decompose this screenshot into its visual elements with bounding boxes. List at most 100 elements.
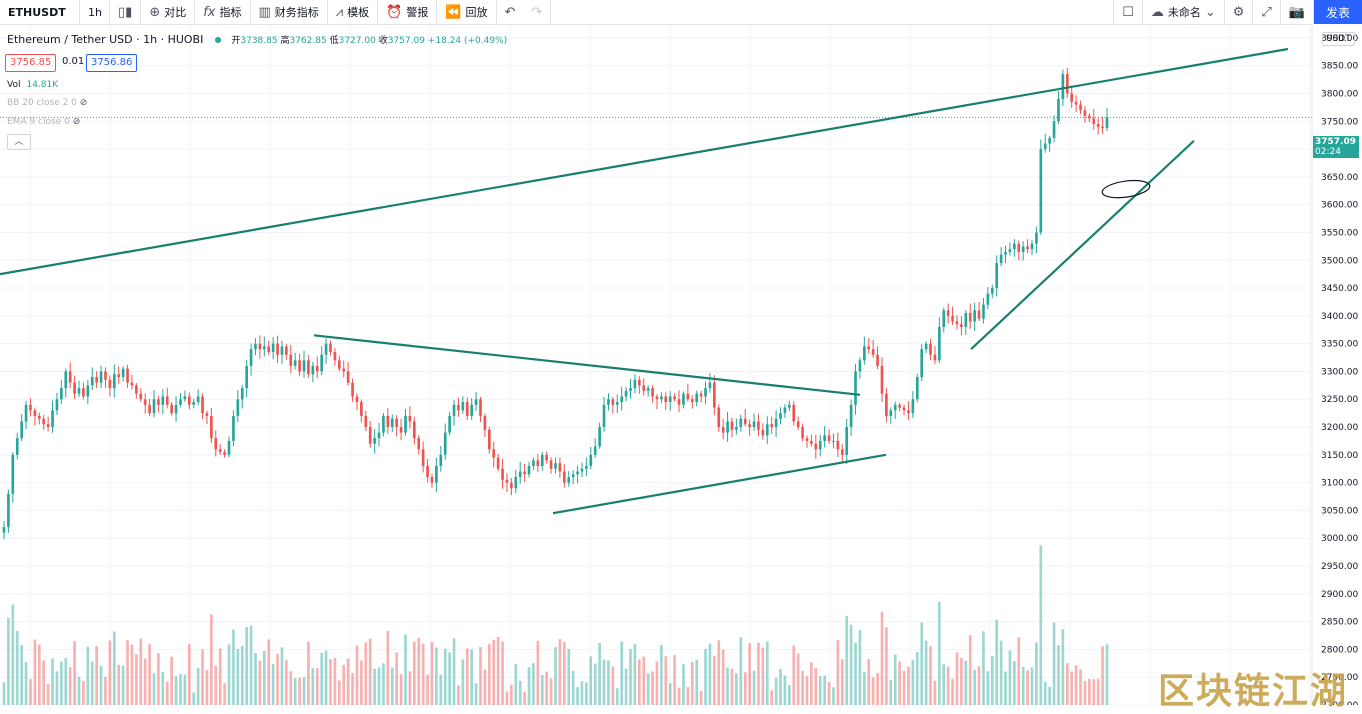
volume-bar: [258, 660, 262, 705]
undo-button[interactable]: ↶: [497, 0, 524, 24]
eye-off-icon[interactable]: ⊘: [72, 117, 81, 127]
volume-bar: [977, 666, 981, 705]
candle-body: [942, 310, 946, 327]
fullscreen-button[interactable]: ⤢: [1253, 0, 1281, 24]
ema-indicator-legend[interactable]: EMA 9 close 0 ⊘: [7, 117, 80, 127]
candle-body: [598, 427, 601, 447]
candle-body: [421, 449, 425, 466]
eye-off-icon[interactable]: ⊘: [79, 98, 88, 108]
sell-price-button[interactable]: 3756.85: [5, 54, 57, 72]
volume-bar: [929, 646, 932, 705]
financials-button[interactable]: ▥ 财务指标: [251, 0, 328, 24]
candle-body: [735, 427, 738, 430]
volume-bar: [360, 660, 363, 705]
volume-bar: [938, 601, 941, 705]
price-tick-label: 3550.00: [1321, 228, 1358, 238]
redo-button[interactable]: ↷: [523, 0, 552, 24]
volume-bar: [342, 664, 346, 705]
volume-bar: [863, 671, 866, 705]
volume-bar: [232, 629, 235, 705]
snapshot-button[interactable]: 📷: [1281, 0, 1314, 24]
price-tick-label: 2700.00: [1321, 701, 1358, 705]
volume-bar: [752, 670, 756, 705]
volume-bar: [554, 647, 557, 705]
volume-bar: [249, 625, 253, 705]
replay-button[interactable]: ⏪ 回放: [437, 0, 497, 24]
volume-bar: [854, 642, 857, 705]
candle-body: [430, 477, 434, 483]
candle-body: [315, 365, 319, 372]
compare-button[interactable]: ⊕ 对比: [141, 0, 196, 24]
candle-body: [112, 374, 116, 389]
candle-body: [549, 460, 553, 469]
layout-name-label: 未命名: [1167, 6, 1201, 19]
fullscreen-layout-button[interactable]: ☐: [1113, 0, 1143, 24]
unit-label: USDT: [1326, 34, 1351, 44]
candle-body: [15, 438, 19, 455]
bb-indicator-legend[interactable]: BB 20 close 2 0 ⊘: [7, 98, 87, 108]
currency-unit-badge[interactable]: USDT: [1322, 32, 1355, 46]
templates-button[interactable]: ⩘ 模板: [328, 0, 379, 24]
volume-bar: [673, 655, 676, 705]
volume-bar: [108, 640, 112, 705]
candle-body: [276, 343, 279, 355]
collapse-legend-button[interactable]: ︿: [7, 134, 31, 150]
price-tick-label: 3600.00: [1321, 201, 1358, 211]
steep-support-trendline: [970, 139, 1195, 351]
indicators-button[interactable]: fx 指标: [195, 0, 251, 24]
candle-body: [435, 465, 438, 483]
candle-body: [624, 390, 628, 397]
candle-body: [1061, 74, 1065, 100]
volume-bar: [1079, 669, 1082, 705]
volume-bar: [1070, 671, 1074, 705]
volume-bar: [858, 630, 862, 705]
symbol-title: Ethereum / Tether USD · 1h · HUOBI: [7, 33, 204, 46]
candle-body: [355, 396, 359, 403]
candle-style-button[interactable]: ▯▮: [110, 0, 142, 24]
undo-icon: ↶: [504, 4, 516, 20]
candle-body: [271, 343, 275, 352]
candle-body: [960, 324, 963, 327]
buy-price-button[interactable]: 3756.86: [86, 54, 138, 72]
candlestick-icon: ▯▮: [118, 4, 133, 20]
settings-button[interactable]: ⚙: [1225, 0, 1254, 24]
candle-body: [214, 438, 218, 450]
candle-body: [11, 454, 15, 494]
candle-body: [964, 313, 968, 327]
templates-label: 模板: [347, 6, 370, 19]
volume-bar: [585, 682, 588, 705]
volume-bar: [174, 676, 178, 705]
alert-button[interactable]: ⏰ 警报: [378, 0, 438, 24]
volume-bar: [11, 604, 15, 705]
volume-indicator-legend[interactable]: Vol 14.81K: [7, 80, 58, 90]
symbol-search[interactable]: ETHUSDT: [0, 0, 80, 24]
volume-bar: [404, 634, 407, 705]
layout-name-button[interactable]: ☁ 未命名 ⌄: [1143, 0, 1225, 24]
volume-bar: [1052, 622, 1056, 705]
chevron-down-icon: ⌄: [1204, 4, 1216, 20]
volume-bars: [2, 545, 1109, 705]
volume-bar: [461, 659, 465, 705]
fx-icon: fx: [203, 4, 216, 20]
candle-body: [417, 438, 421, 450]
interval-button[interactable]: 1h: [80, 0, 110, 24]
candle-body: [179, 399, 182, 405]
candle-body: [880, 365, 884, 394]
candle-body: [721, 427, 725, 433]
volume-bar: [739, 637, 743, 705]
candle-body: [333, 351, 337, 361]
volume-bar: [121, 665, 125, 705]
price-tick-label: 3100.00: [1321, 479, 1358, 489]
volume-bar: [558, 638, 562, 705]
price-tick-label: 3000.00: [1321, 534, 1358, 544]
candle-body: [805, 438, 809, 441]
volume-bar: [307, 641, 310, 705]
candle-body: [117, 374, 121, 378]
price-tick-label: 2850.00: [1321, 618, 1358, 628]
candle-body: [1030, 243, 1034, 250]
publish-button[interactable]: 发表: [1314, 0, 1362, 24]
candle-body: [218, 449, 222, 453]
price-chart[interactable]: 3900.003850.003800.003750.003700.003650.…: [0, 24, 1362, 705]
candle-body: [298, 360, 301, 372]
volume-bar: [421, 643, 425, 705]
